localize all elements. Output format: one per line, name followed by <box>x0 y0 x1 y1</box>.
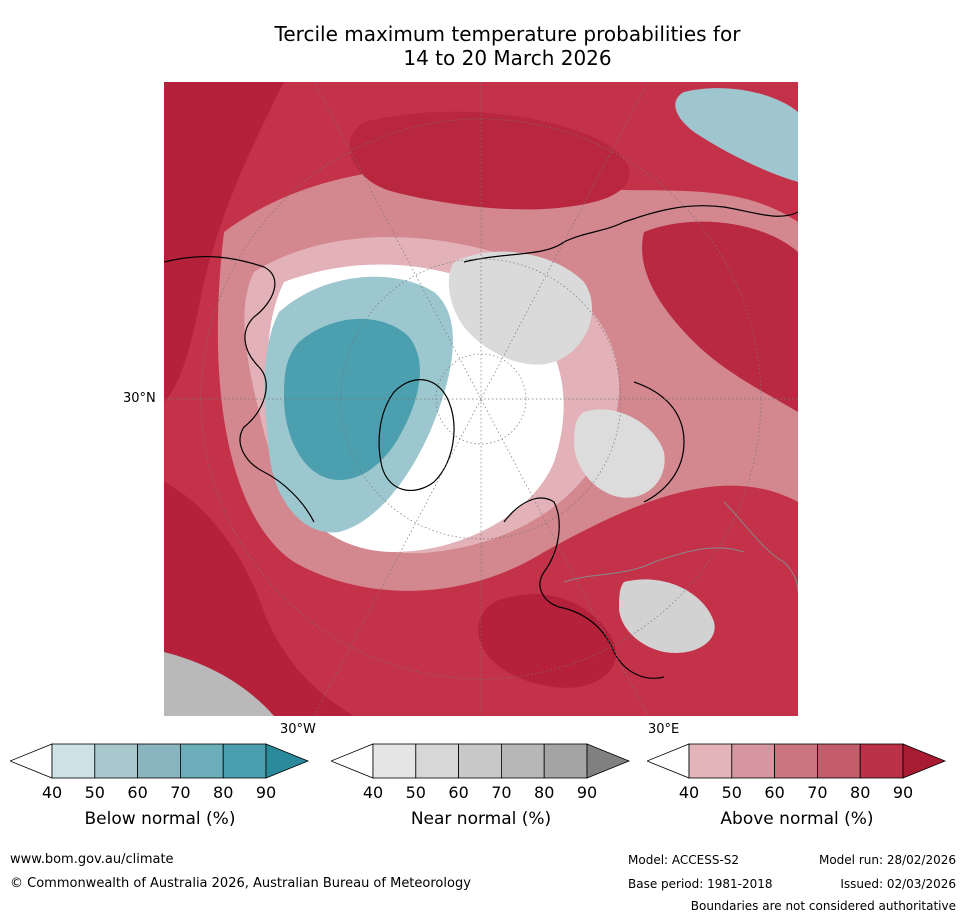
colorbar-above-tick: 60 <box>764 783 785 802</box>
colorbar-below-right-cap <box>265 743 310 779</box>
title-line-2: 14 to 20 March 2026 <box>403 46 612 70</box>
colorbar-below-cell <box>94 743 139 779</box>
colorbar-above-tick: 90 <box>892 783 914 802</box>
colorbar-near-right-cap <box>586 743 631 779</box>
colorbar-below-cell <box>222 743 267 779</box>
above-strong-mediterranean <box>478 594 616 688</box>
colorbar-below-tick: 90 <box>255 783 277 802</box>
above-strong-north <box>349 111 630 210</box>
colorbar-below-cell <box>179 743 224 779</box>
colorbar-near-tick: 70 <box>491 783 512 802</box>
colorbar-below-cell <box>51 743 96 779</box>
colorbar-below-tick: 80 <box>213 783 234 802</box>
colorbar-above-cell <box>688 743 733 779</box>
colorbar-near-tick: 90 <box>576 783 598 802</box>
near-region-europe <box>574 409 665 498</box>
above-strong-southwest <box>164 482 354 716</box>
colorbar-above-cell <box>774 743 818 779</box>
near-region-southwest <box>164 652 274 716</box>
colorbar-near-label: Near normal (%) <box>410 809 552 829</box>
near-region-arctic <box>448 251 593 365</box>
below-region-northeast <box>675 88 798 182</box>
title-line-1: Tercile maximum temperature probabilitie… <box>274 22 741 46</box>
colorbar-near: 40 50 60 70 80 90 Near normal (%) <box>331 743 631 833</box>
colorbar-above-svg <box>647 743 947 779</box>
probability-map <box>164 82 798 716</box>
colorbar-below-label: Below normal (%) <box>84 809 236 829</box>
colorbar-above-tick: 80 <box>850 783 871 802</box>
colorbar-near-tick: 40 <box>362 783 384 802</box>
footer-model: Model: ACCESS-S2 <box>628 853 740 867</box>
colorbar-near-cell <box>458 743 502 779</box>
colorbar-above-left-cap <box>647 743 690 779</box>
footer-issued: Issued: 02/03/2026 <box>840 877 956 891</box>
colorbar-near-cell <box>372 743 417 779</box>
lon-label-30e: 30°E <box>648 722 680 737</box>
colorbar-above-cell <box>859 743 904 779</box>
colorbar-near-tick: 80 <box>534 783 555 802</box>
footer-website: www.bom.gov.au/climate <box>10 852 174 867</box>
colorbar-near-left-cap <box>331 743 374 779</box>
lon-label-30w: 30°W <box>280 722 316 737</box>
footer-disclaimer: Boundaries are not considered authoritat… <box>690 899 956 913</box>
coastline-siberia <box>463 205 798 263</box>
below-strong-region <box>284 318 420 481</box>
colorbar-above-cell <box>816 743 861 779</box>
lat-label-30n: 30°N <box>123 391 156 406</box>
footer-copyright: © Commonwealth of Australia 2026, Austra… <box>10 876 471 891</box>
colorbar-above-label: Above normal (%) <box>720 809 874 829</box>
chart-title: Tercile maximum temperature probabilitie… <box>200 22 815 70</box>
above-strong-asia <box>642 221 798 412</box>
colorbar-below-tick: 40 <box>41 783 63 802</box>
colorbar-near-svg <box>331 743 631 779</box>
coastline-americas <box>164 255 315 523</box>
colorbar-above-tick: 70 <box>807 783 828 802</box>
colorbar-near-cell <box>415 743 460 779</box>
coastline-scandinavia <box>633 381 685 503</box>
colorbar-above-tick: 40 <box>678 783 700 802</box>
colorbar-below-tick: 70 <box>170 783 191 802</box>
border-europe <box>563 547 745 583</box>
colorbar-near-cell <box>500 743 545 779</box>
colorbar-below-left-cap <box>10 743 53 779</box>
colorbar-above-cell <box>731 743 776 779</box>
colorbar-near-tick: 50 <box>405 783 426 802</box>
colorbar-near-tick: 60 <box>448 783 469 802</box>
colorbar-above: 40 50 60 70 80 90 Above normal (%) <box>647 743 947 833</box>
footer-model-run: Model run: 28/02/2026 <box>818 853 956 867</box>
footer-base-period: Base period: 1981-2018 <box>628 877 773 891</box>
colorbar-below-tick: 50 <box>84 783 105 802</box>
colorbar-below: 40 50 60 70 80 90 Below normal (%) <box>10 743 310 833</box>
map-svg <box>164 82 798 716</box>
colorbar-above-right-cap <box>902 743 947 779</box>
colorbar-below-cell <box>137 743 181 779</box>
coastline-greenland <box>378 379 455 491</box>
colorbar-below-svg <box>10 743 310 779</box>
colorbar-above-tick: 50 <box>721 783 742 802</box>
colorbar-near-cell <box>543 743 588 779</box>
colorbar-below-tick: 60 <box>127 783 148 802</box>
border-asia <box>723 501 798 593</box>
above-strong-west <box>164 82 284 402</box>
near-region-south <box>619 579 715 653</box>
meridian-30w <box>313 82 649 716</box>
meridian-30e <box>313 82 649 716</box>
